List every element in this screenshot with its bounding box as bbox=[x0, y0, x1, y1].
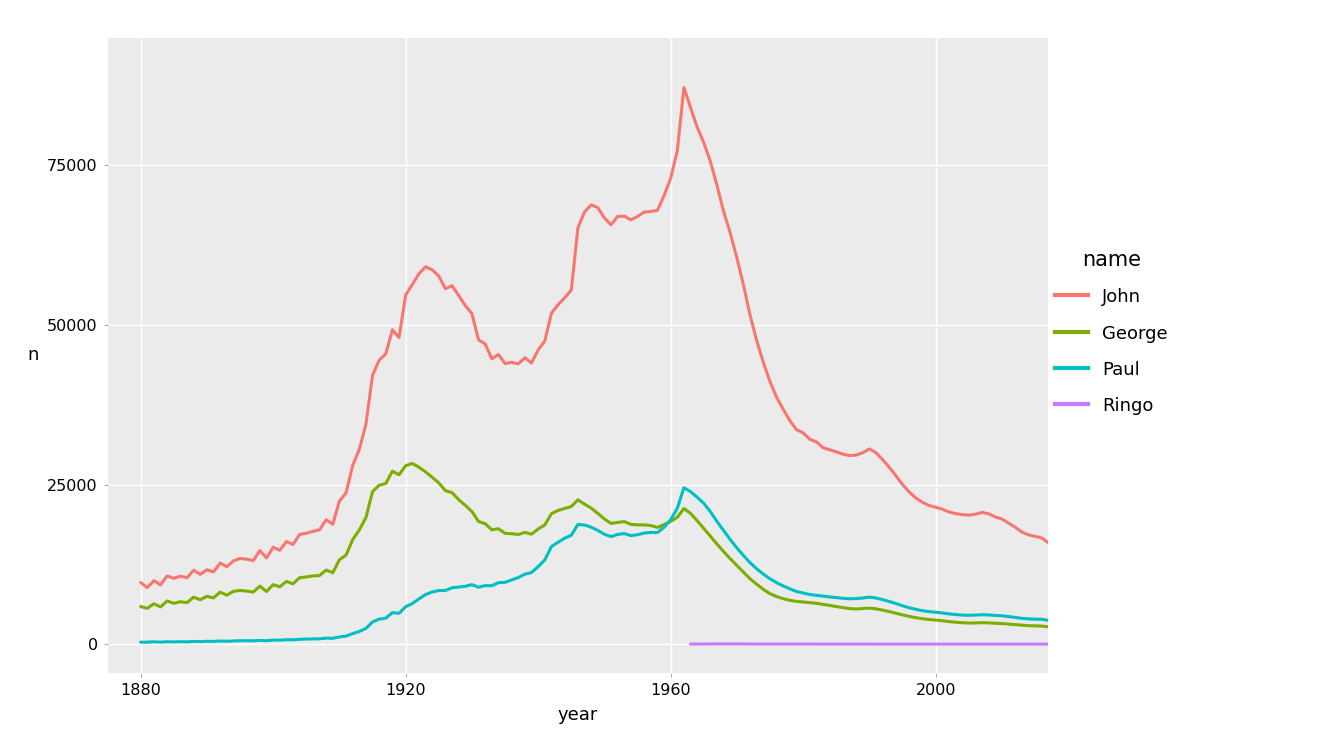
Y-axis label: n: n bbox=[28, 346, 39, 364]
Legend: John, George, Paul, Ringo: John, George, Paul, Ringo bbox=[1055, 250, 1168, 415]
X-axis label: year: year bbox=[558, 706, 598, 724]
